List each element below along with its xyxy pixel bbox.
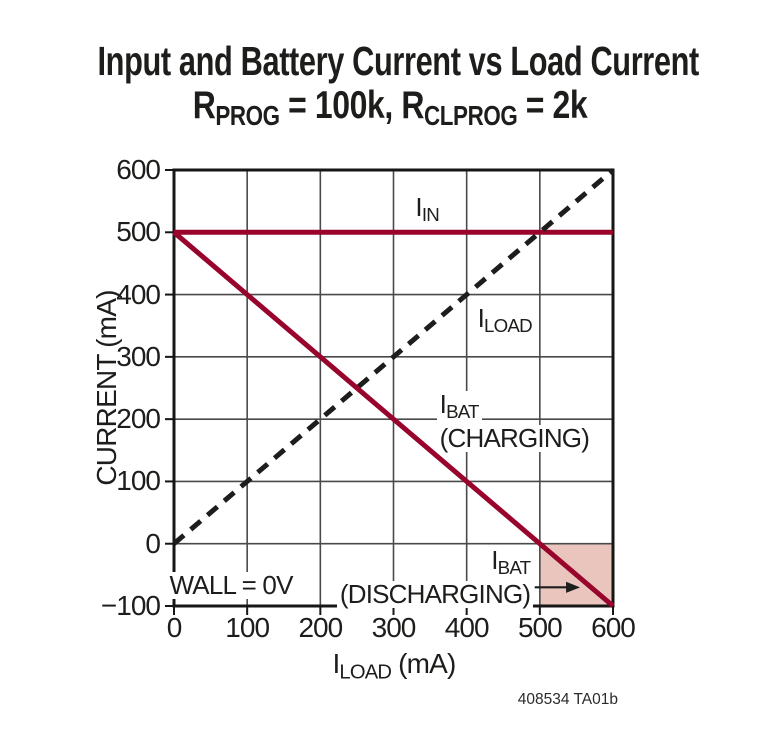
- subscript-text: PROG: [215, 100, 280, 132]
- label-wall: WALL = 0V: [81, 570, 381, 601]
- x-tick-label: 100: [225, 612, 270, 643]
- annotation-row: WALL = 0V: [81, 570, 381, 601]
- y-tick-label: 500: [116, 216, 161, 248]
- label-ibat-discharging: IBAT (DISCHARGING): [336, 545, 534, 610]
- subscript-text: BAT: [446, 401, 479, 423]
- annotation-text: ILOAD: [474, 302, 535, 340]
- label-text: I: [439, 388, 447, 419]
- label-iin: IIN: [277, 191, 577, 229]
- annotation-text: IBAT: [488, 545, 534, 582]
- annotation-row: ILOAD: [355, 302, 655, 340]
- annotation-row: IIN: [277, 191, 577, 229]
- x-tick-label: 300: [371, 612, 417, 643]
- y-tick-label: 600: [116, 154, 161, 185]
- y-tick-label: 100: [116, 465, 161, 497]
- annotation-text: (CHARGING): [436, 423, 593, 454]
- series-ibat-line: [172, 230, 615, 608]
- arrow-head-icon: [566, 581, 581, 593]
- annotation-row: (CHARGING): [436, 423, 593, 454]
- annotation-row: IBAT: [436, 388, 592, 426]
- y-tick-label: 300: [116, 340, 161, 372]
- chart-title: Input and Battery Current vs Load Curren…: [97, 38, 700, 84]
- x-tick-label: 400: [444, 612, 490, 643]
- label-text: (mA): [391, 648, 456, 679]
- label-text: (DISCHARGING): [339, 579, 531, 610]
- annotation-row: (DISCHARGING): [336, 579, 534, 610]
- label-text: I: [332, 648, 340, 679]
- label-ibat-charging: IBAT (CHARGING): [436, 388, 593, 454]
- annotation-text: WALL = 0V: [166, 570, 296, 601]
- subscript-text: LOAD: [484, 315, 533, 337]
- figure-number: 408534 TA01b: [517, 691, 618, 708]
- y-tick-label: 400: [116, 278, 161, 310]
- annotation-row: IBAT: [337, 545, 534, 582]
- label-text: R: [192, 84, 216, 127]
- x-tick-label: 500: [517, 612, 563, 643]
- plot-svg: [165, 168, 615, 615]
- label-text: = 2k: [517, 84, 588, 127]
- x-tick-label: 200: [298, 612, 343, 643]
- subscript-text: LOAD: [339, 661, 392, 684]
- subscript-text: BAT: [497, 557, 531, 579]
- chart-subtitle: RPROG = 100k, RCLPROG = 2k: [70, 86, 710, 129]
- y-tick-label: −100: [100, 590, 161, 621]
- annotation-text: IBAT: [436, 388, 482, 426]
- annotation-text: IIN: [412, 191, 442, 229]
- x-tick-label: 600: [591, 612, 636, 643]
- subscript-text: CLPROG: [424, 100, 518, 132]
- annotation-text: (DISCHARGING): [336, 579, 534, 610]
- label-iload: ILOAD: [355, 302, 655, 340]
- label-text: (CHARGING): [439, 423, 590, 454]
- label-text: I: [491, 545, 498, 576]
- series-iload-line: [172, 168, 615, 546]
- x-axis-title: ILOAD (mA): [244, 649, 544, 688]
- y-tick-label: 0: [145, 527, 161, 559]
- label-text: WALL = 0V: [169, 570, 294, 601]
- y-tick-label: 200: [116, 403, 161, 435]
- subscript-text: IN: [421, 204, 440, 226]
- x-tick-label: 0: [166, 612, 183, 643]
- label-text: = 100k, R: [279, 84, 425, 127]
- label-text: I: [415, 191, 422, 222]
- label-text: I: [477, 302, 485, 333]
